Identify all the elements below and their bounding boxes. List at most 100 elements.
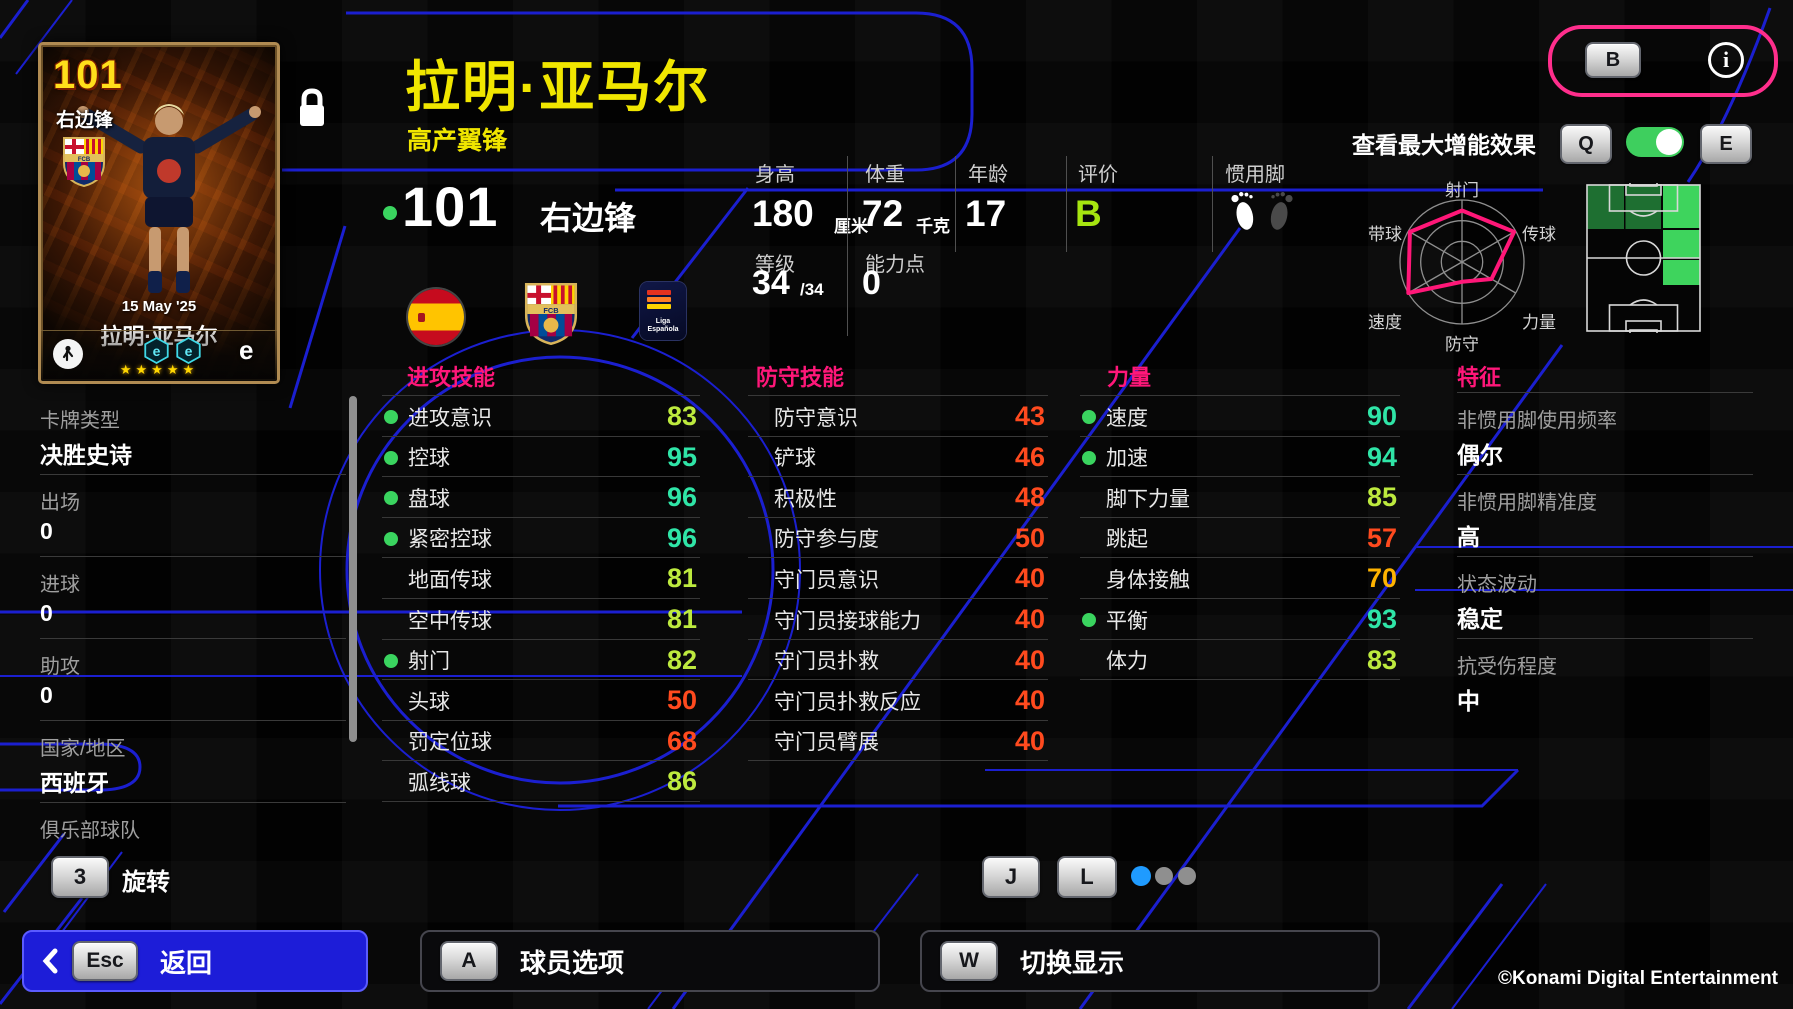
- card-stars: ★★★★★: [119, 362, 199, 377]
- card-rating: 101: [53, 53, 123, 97]
- stat-value: 82: [666, 644, 697, 675]
- height-label: 身高: [755, 164, 795, 186]
- stat-value: 50: [1014, 522, 1045, 553]
- divider: [40, 720, 346, 721]
- preferred-foot-icon: [1231, 191, 1293, 230]
- age-label: 年龄: [968, 164, 1008, 186]
- back-button[interactable]: Esc 返回: [22, 930, 368, 992]
- player-options-button[interactable]: A 球员选项: [420, 930, 880, 992]
- stat-label: 防守参与度: [774, 528, 879, 552]
- info-label: 非惯用脚使用频率: [1457, 410, 1617, 432]
- status-dot: [383, 206, 397, 220]
- height-value: 180: [752, 193, 814, 234]
- stat-row: 平衡 93: [1080, 598, 1400, 640]
- stat-label: 守门员意识: [774, 568, 879, 592]
- divider: [1212, 156, 1213, 252]
- radar-axis-power: 力量: [1522, 313, 1556, 332]
- stat-value: 40: [1014, 725, 1045, 756]
- stat-row: 防守意识 43: [748, 395, 1048, 437]
- nation-flag-icon: [408, 289, 464, 345]
- key-q[interactable]: Q: [1560, 124, 1612, 164]
- radar-axis-shooting: 射门: [1445, 181, 1479, 200]
- ability-points-value: 0: [862, 264, 881, 302]
- weight-value: 72: [862, 193, 904, 234]
- stat-row: 进攻意识 83: [382, 395, 700, 437]
- stat-value: 70: [1366, 563, 1397, 594]
- divider: [40, 638, 346, 639]
- toggle-display-button[interactable]: W 切换显示: [920, 930, 1380, 992]
- boost-dot-icon: [384, 531, 398, 546]
- stat-label: 积极性: [774, 487, 837, 511]
- page-dot-active[interactable]: [1131, 866, 1151, 886]
- stat-label: 紧密控球: [408, 528, 492, 552]
- boost-dot-icon: [1082, 450, 1096, 465]
- stats-scrollbar[interactable]: [349, 396, 357, 742]
- divider: [40, 802, 346, 803]
- boost-toggle-switch[interactable]: [1626, 127, 1684, 157]
- stat-label: 加速: [1106, 447, 1148, 471]
- info-icon[interactable]: i: [1708, 42, 1744, 78]
- play-style-label: 高产翼锋: [407, 127, 508, 155]
- key-j[interactable]: J: [982, 856, 1040, 898]
- level-value: 34: [752, 264, 790, 302]
- info-label: 状态波动: [1457, 574, 1537, 596]
- player-artwork: [77, 104, 261, 293]
- stat-value: 85: [1366, 482, 1397, 513]
- info-group-outline: [1548, 25, 1778, 97]
- traits-section-title: 特征: [1457, 365, 1502, 390]
- stat-row: 罚定位球 68: [382, 719, 700, 762]
- stat-value: 68: [666, 725, 697, 756]
- divider: [1457, 474, 1753, 475]
- key-3[interactable]: 3: [51, 856, 109, 898]
- stat-value: 46: [1014, 441, 1045, 472]
- stat-value: 94: [1366, 441, 1397, 472]
- stat-value: 96: [666, 482, 697, 513]
- stat-label: 体力: [1106, 650, 1148, 674]
- info-label: 非惯用脚精准度: [1457, 492, 1597, 514]
- stat-label: 守门员扑救反应: [774, 690, 921, 714]
- strength-stats-column: 速度 90 加速 94 脚下力量 85 跳起 57 身体接触 70 平衡 93 体力 83: [1080, 395, 1400, 695]
- stat-row: 跳起 57: [1080, 516, 1400, 559]
- stat-label: 平衡: [1106, 609, 1148, 633]
- info-label: 助攻: [40, 656, 80, 678]
- grade-value: B: [1075, 193, 1102, 234]
- stat-value: 50: [666, 685, 697, 716]
- boost-effect-label: 查看最大增能效果: [1352, 132, 1536, 158]
- stat-value: 93: [1366, 604, 1397, 634]
- divider: [382, 801, 700, 802]
- divider: [40, 474, 346, 475]
- stat-value: 86: [666, 766, 697, 797]
- radar-chart: [1399, 199, 1525, 325]
- stat-label: 跳起: [1106, 528, 1148, 552]
- rotate-label: 旋转: [122, 869, 170, 896]
- divider: [1457, 392, 1753, 393]
- club-crest-icon: FCB: [63, 137, 105, 187]
- stat-row: 守门员扑救 40: [748, 638, 1048, 681]
- stat-row: 盘球 96: [382, 476, 700, 518]
- radar-axis-speed: 速度: [1368, 313, 1402, 332]
- weight-unit: 千克: [916, 217, 950, 236]
- card-date: 15 May '25: [121, 298, 197, 315]
- page-dot[interactable]: [1178, 867, 1196, 885]
- stat-label: 弧线球: [408, 771, 471, 795]
- key-b[interactable]: B: [1585, 42, 1641, 78]
- overall-rating: 101: [402, 175, 499, 238]
- stat-label: 脚下力量: [1106, 487, 1190, 511]
- key-a: A: [440, 941, 498, 981]
- copyright-text: ©Konami Digital Entertainment: [1497, 968, 1778, 989]
- info-label: 抗受伤程度: [1457, 656, 1557, 678]
- stat-label: 进攻意识: [408, 406, 492, 430]
- key-e[interactable]: E: [1700, 124, 1752, 164]
- info-label: 出场: [40, 492, 80, 514]
- sidebar-info-list: 卡牌类型 决胜史诗 出场 0 进球 0 助攻 0 国家/地区 西班牙 俱乐部球队: [40, 392, 346, 862]
- player-options-label: 球员选项: [520, 947, 625, 978]
- stat-row: 控球 95: [382, 435, 700, 478]
- player-card[interactable]: 101 右边锋 FCB 15 May '25 拉明·亚马尔 e: [38, 42, 280, 384]
- page-dot[interactable]: [1155, 867, 1173, 885]
- stat-value: 40: [1014, 644, 1045, 675]
- stat-row: 防守参与度 50: [748, 516, 1048, 559]
- info-value: 0: [40, 600, 53, 626]
- stat-row: 紧密控球 96: [382, 516, 700, 559]
- key-l[interactable]: L: [1057, 856, 1117, 898]
- key-w: W: [940, 941, 998, 981]
